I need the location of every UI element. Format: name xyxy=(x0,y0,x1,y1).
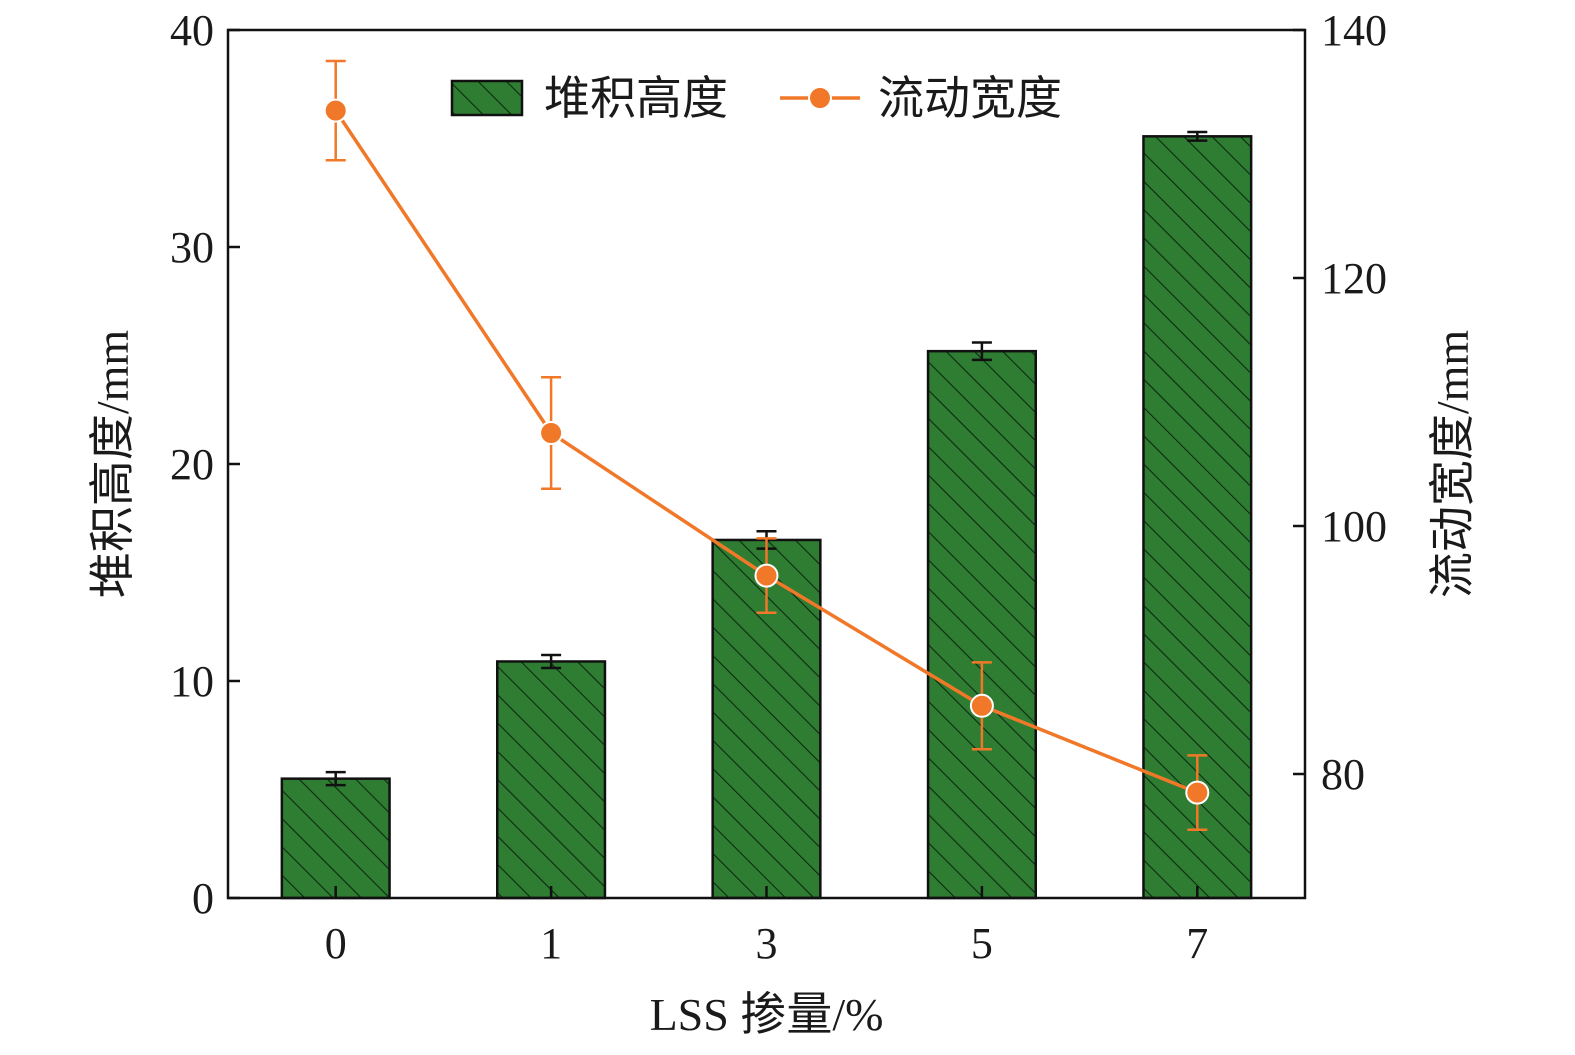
line-point-7 xyxy=(1185,780,1210,805)
y-right-tick-label: 140 xyxy=(1321,6,1387,55)
x-tick-label: 7 xyxy=(1186,919,1208,968)
bar-errorbar-7 xyxy=(1187,130,1208,142)
legend-label-bar: 堆积高度 xyxy=(544,73,728,124)
line-point-1 xyxy=(539,421,564,445)
y-left-tick-label: 40 xyxy=(170,6,214,55)
bar-1 xyxy=(496,660,607,900)
y-left-tick-label: 10 xyxy=(170,657,214,706)
line-point-3 xyxy=(754,563,779,588)
x-axis-title: LSS 掺量/% xyxy=(650,989,884,1040)
bar-errorbar-5 xyxy=(971,341,992,362)
bar-5 xyxy=(926,349,1037,900)
y-right-axis-title: 流动宽度/mm xyxy=(1427,330,1478,599)
axes-layer: 0 10 20 30 40 80 100 120 140 0 1 3 5 7 LSS 掺量/% 堆积高度/mm… xyxy=(87,6,1478,1040)
legend-label-line: 流动宽度 xyxy=(878,73,1062,124)
y-left-tick-label: 30 xyxy=(170,223,214,272)
y-right-tick-label: 100 xyxy=(1321,502,1387,551)
bars-layer xyxy=(280,130,1253,900)
x-tick-label: 5 xyxy=(971,919,993,968)
x-tick-label: 0 xyxy=(325,919,347,968)
y-left-tick-label: 20 xyxy=(170,440,214,489)
bar-errorbar-0 xyxy=(325,770,346,787)
legend-swatch-marker xyxy=(808,86,832,110)
y-right-tick-label: 120 xyxy=(1321,254,1387,303)
x-tick-label: 1 xyxy=(540,919,562,968)
line-point-5 xyxy=(969,693,994,718)
y-left-tick-label: 0 xyxy=(192,874,214,923)
legend-swatch-bar xyxy=(450,79,524,117)
line-layer xyxy=(323,59,1210,832)
y-right-tick-label: 80 xyxy=(1321,750,1365,799)
y-left-axis-title: 堆积高度/mm xyxy=(87,330,138,599)
bar-0 xyxy=(280,777,391,900)
bar-errorbar-1 xyxy=(541,653,562,670)
legend-layer: 堆积高度 流动宽度 xyxy=(450,73,1062,124)
x-tick-label: 3 xyxy=(756,919,778,968)
line-point-0 xyxy=(323,98,348,123)
